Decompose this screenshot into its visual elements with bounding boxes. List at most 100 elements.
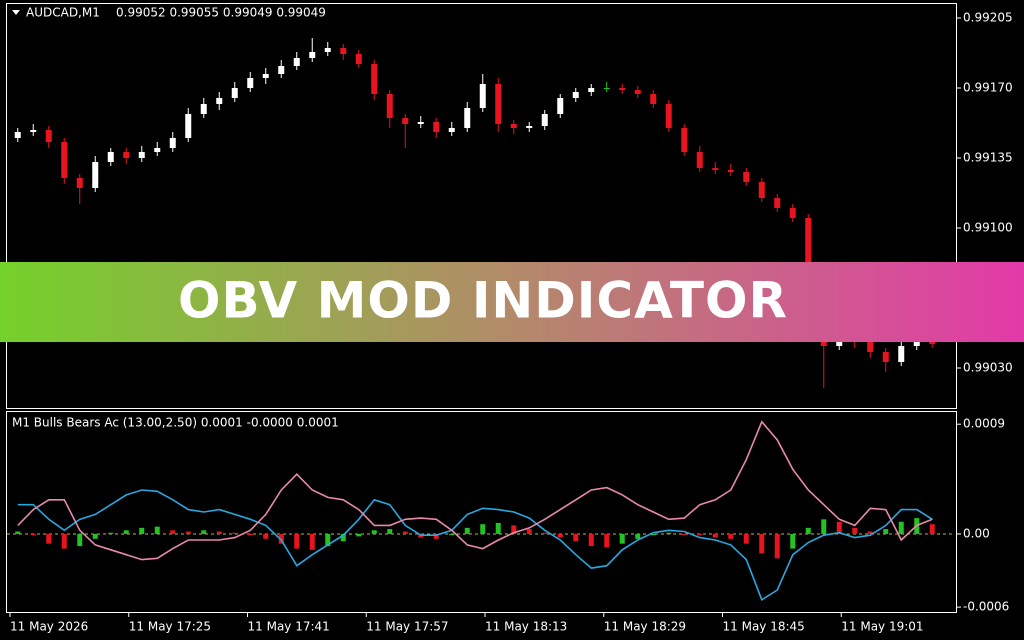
x-tick-label: 11 May 17:41 [248,620,330,634]
histogram-bar [635,533,641,539]
histogram-bar [852,527,858,534]
histogram-bar [449,533,455,536]
candle-body [696,152,703,168]
histogram-bar [170,530,176,534]
histogram-bar [201,530,207,534]
candle-body [557,98,564,114]
y-tick-label: 0.00 [963,526,990,540]
indicator-line [17,420,933,561]
histogram-bar [247,533,253,536]
histogram-bar [774,533,780,559]
histogram-bar [898,521,904,534]
histogram-bar [61,533,67,549]
histogram-bar [92,533,98,539]
candle-body [278,66,285,74]
candle-body [727,170,734,172]
histogram-bar [371,530,377,534]
indicator-title: M1 Bulls Bears Ac (13.00,2.50) 0.0001 -0… [12,416,339,430]
candle-body [619,88,626,90]
x-tick-label: 11 May 18:13 [485,620,567,634]
histogram-bar [681,533,687,535]
histogram-bar [728,533,734,539]
y-tick-label: 0.99100 [963,221,1013,235]
banner-band [0,262,1024,342]
candle-body [789,208,796,218]
candle-body [123,152,130,158]
candle-body [417,122,424,124]
histogram-bar [464,527,470,534]
candle-body [262,74,269,78]
candle-body [650,94,657,104]
histogram-bar [619,533,625,544]
candle-body [340,48,347,54]
candle-body [169,138,176,148]
histogram-bar [480,524,486,534]
histogram-bar [526,529,532,534]
candle-body [526,126,533,128]
candle-body [402,118,409,124]
candle-body [665,104,672,128]
histogram-bar [356,533,362,537]
candle-body [30,130,37,132]
candle-body [898,346,905,362]
histogram-bar [743,533,749,544]
histogram-bar [278,533,284,544]
histogram-bar [139,527,145,534]
histogram-bar [557,533,563,538]
histogram-bar [836,521,842,534]
histogram-bar [263,533,269,539]
menu-arrow[interactable] [12,10,20,15]
ohlc: 0.99052 0.99055 0.99049 0.99049 [116,6,326,20]
histogram-bar [650,533,656,536]
candle-body [61,142,68,178]
candle-body [572,92,579,98]
candle-body [355,54,362,64]
histogram-bar [309,533,315,550]
candle-body [371,64,378,94]
x-tick-label: 11 May 19:01 [841,620,923,634]
candle-body [433,122,440,132]
candle-body [541,114,548,126]
histogram-bar [712,533,718,538]
candle-body [386,94,393,118]
histogram-bar [805,527,811,534]
histogram-bar [495,522,501,534]
candle-body [14,132,21,138]
histogram-bar [759,533,765,554]
histogram-bar [108,532,114,534]
histogram-bar [154,526,160,534]
candle-body [247,78,254,88]
candle-body [743,172,750,182]
histogram-bar [402,531,408,534]
x-tick-label: 11 May 18:29 [604,620,686,634]
candle-body [231,88,238,98]
histogram-bar [387,529,393,534]
candle-body [603,88,610,89]
banner: OBV MOD INDICATOR [0,262,1024,342]
histogram-bar [929,524,935,534]
y-tick-label: 0.99205 [963,11,1013,25]
histogram-bar [294,533,300,549]
histogram-bar [30,533,36,536]
candle-body [216,98,223,104]
histogram-bar [433,533,439,539]
indicator-layer: 0.0009 0.00 -0.0006 [7,417,1009,614]
candle-body [758,182,765,198]
candle-body [76,178,83,188]
candle-body [913,342,920,346]
candle-body [107,152,114,162]
histogram-bar [588,533,594,547]
candle-body [479,84,486,108]
candle-body [774,198,781,208]
histogram-bar [604,533,610,548]
candle-body [324,48,331,52]
histogram-bar [867,531,873,534]
banner-title: OBV MOD INDICATOR [178,272,788,330]
histogram-bar [185,531,191,534]
candle-body [712,168,719,170]
candle-body [309,52,316,58]
indicator-panel-frame [6,411,957,613]
candle-body [200,104,207,114]
y-tick-label: 0.99030 [963,361,1013,375]
